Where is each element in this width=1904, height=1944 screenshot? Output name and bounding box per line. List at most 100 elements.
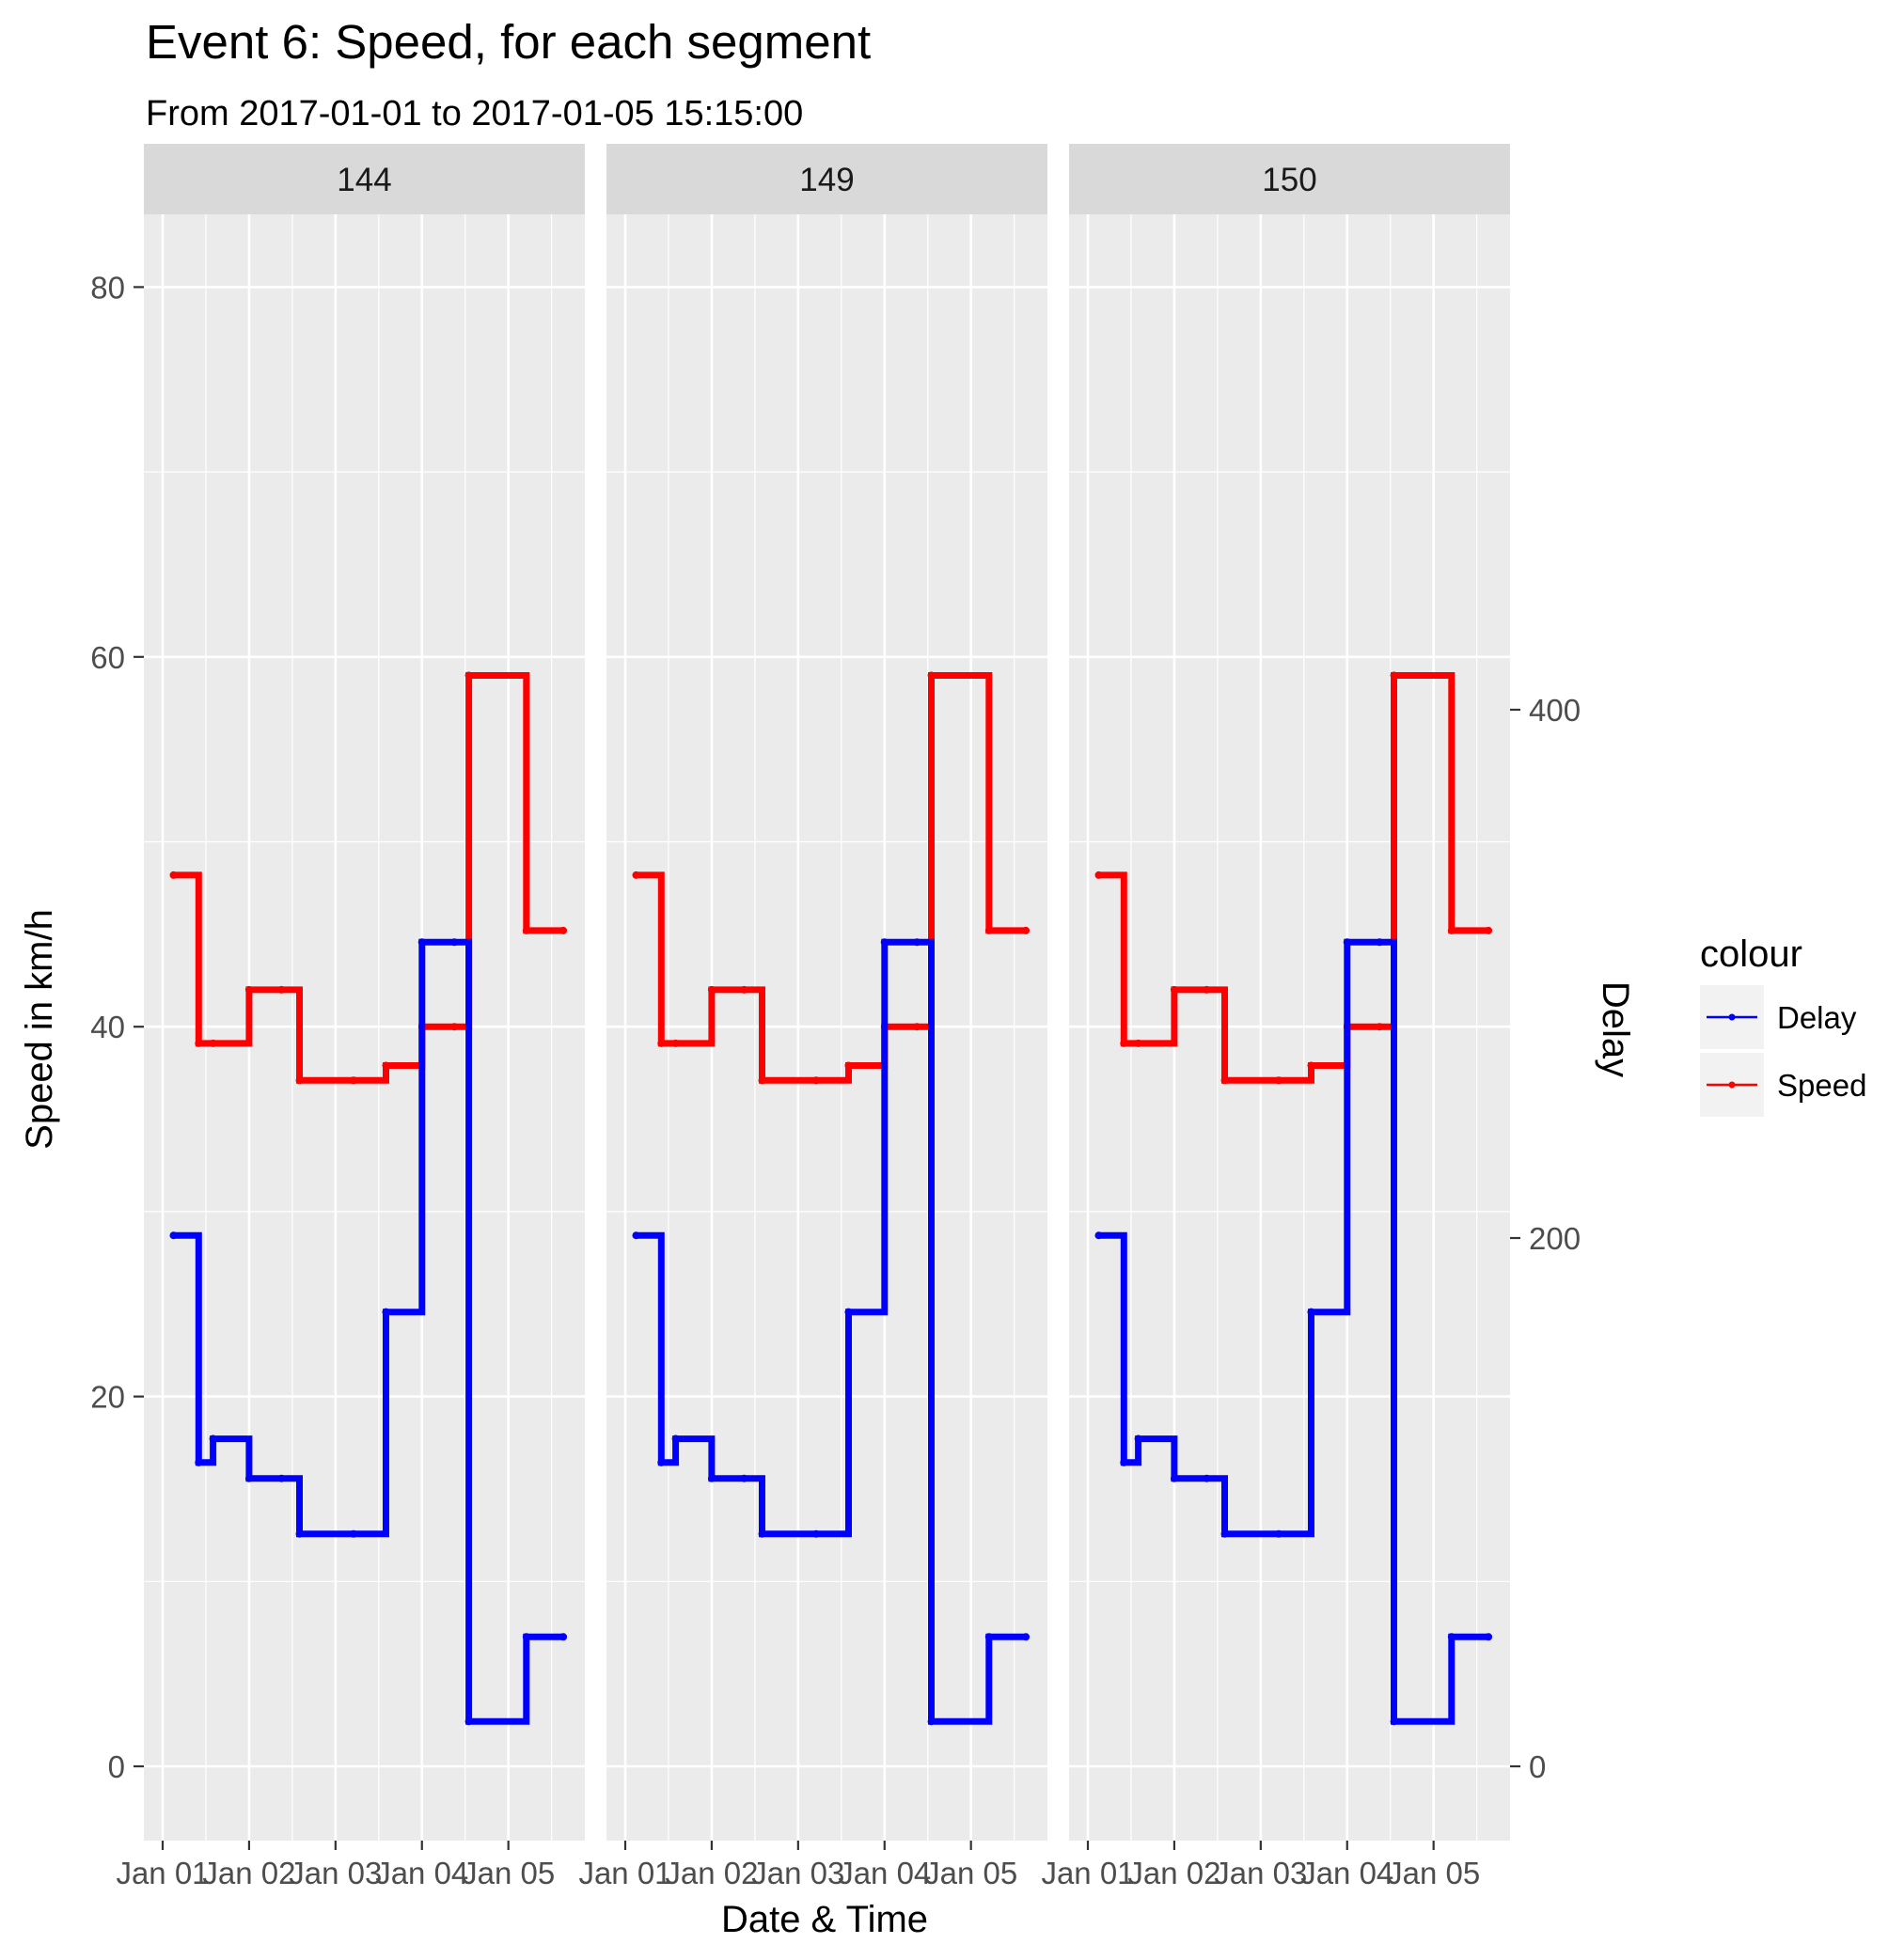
series-line-speed xyxy=(1098,672,1489,1084)
data-point-speed xyxy=(277,985,286,994)
legend-label: Delay xyxy=(1777,1000,1857,1035)
data-point-delay xyxy=(169,1231,178,1240)
x-tick-label: Jan 04 xyxy=(838,1856,931,1890)
data-point-speed xyxy=(244,985,253,994)
data-point-delay xyxy=(758,1529,766,1538)
data-point-speed xyxy=(1022,926,1031,934)
x-tick-label: Jan 03 xyxy=(1214,1856,1307,1890)
data-point-speed xyxy=(740,985,748,994)
data-point-speed xyxy=(844,1061,853,1070)
legend-key-point xyxy=(1728,1013,1736,1021)
x-tick-label: Jan 04 xyxy=(1300,1856,1393,1890)
data-point-speed xyxy=(1307,1061,1315,1070)
data-point-speed xyxy=(1203,985,1211,994)
data-point-delay xyxy=(707,1474,716,1482)
data-point-speed xyxy=(632,870,640,879)
y-axis-left: 0 20 40 60 80 xyxy=(90,270,144,1784)
facet-strip-label: 150 xyxy=(1262,162,1316,198)
x-tick-label: Jan 02 xyxy=(1127,1856,1220,1890)
legend-title: colour xyxy=(1700,933,1802,975)
x-tick-label: Jan 01 xyxy=(116,1856,209,1890)
facet-strip xyxy=(606,144,1047,214)
x-tick-label: Jan 02 xyxy=(202,1856,295,1890)
data-point-speed xyxy=(1220,1076,1229,1085)
data-point-delay xyxy=(1120,1458,1128,1466)
data-point-speed xyxy=(522,926,530,934)
y-tick-label: 20 xyxy=(90,1380,125,1415)
chart-subtitle: From 2017-01-01 to 2017-01-05 15:15:00 xyxy=(146,94,803,133)
data-point-delay xyxy=(1274,1529,1282,1538)
x-tick-label: Jan 01 xyxy=(1041,1856,1134,1890)
data-point-delay xyxy=(1022,1633,1031,1641)
y-tick-label: 40 xyxy=(90,1010,125,1044)
x-tick-label: Jan 01 xyxy=(578,1856,671,1890)
y-tick-label: 0 xyxy=(108,1749,125,1784)
data-point-speed xyxy=(758,1076,766,1085)
data-point-delay xyxy=(1343,938,1351,947)
chart-title: Event 6: Speed, for each segment xyxy=(146,15,871,69)
data-point-delay xyxy=(1307,1308,1315,1316)
y-tick-label: 80 xyxy=(90,270,125,305)
data-point-speed xyxy=(811,1076,820,1085)
data-point-speed xyxy=(671,1039,680,1047)
data-point-speed xyxy=(1390,671,1398,680)
data-point-delay xyxy=(1390,1717,1398,1726)
data-point-delay xyxy=(1170,1474,1178,1482)
data-point-delay xyxy=(464,1717,473,1726)
x-tick-label: Jan 03 xyxy=(289,1856,382,1890)
y2-axis-title: Delay xyxy=(1595,981,1636,1077)
facet-strip-label: 144 xyxy=(337,162,391,198)
data-point-speed xyxy=(913,1023,921,1031)
data-point-speed xyxy=(169,870,178,879)
data-point-speed xyxy=(1094,870,1103,879)
data-point-speed xyxy=(1120,1039,1128,1047)
facet-strip-label: 149 xyxy=(799,162,854,198)
data-point-delay xyxy=(984,1633,993,1641)
data-point-speed xyxy=(1170,985,1178,994)
data-point-delay xyxy=(1203,1474,1211,1482)
data-point-delay xyxy=(559,1633,568,1641)
y-axis-right: 0 200 400 xyxy=(1510,693,1581,1784)
data-point-delay xyxy=(209,1434,217,1443)
data-point-speed xyxy=(464,671,473,680)
legend-item-speed: Speed xyxy=(1700,1053,1866,1117)
data-point-delay xyxy=(1447,1633,1456,1641)
data-point-speed xyxy=(195,1039,203,1047)
legend: colour Delay Speed xyxy=(1700,933,1866,1117)
x-tick-label: Jan 05 xyxy=(462,1856,555,1890)
data-point-delay xyxy=(1485,1633,1493,1641)
data-point-speed xyxy=(559,926,568,934)
x-tick-label: Jan 05 xyxy=(924,1856,1017,1890)
data-point-delay xyxy=(277,1474,286,1482)
data-point-delay xyxy=(382,1308,390,1316)
data-point-speed xyxy=(295,1076,304,1085)
data-point-speed xyxy=(450,1023,459,1031)
data-point-delay xyxy=(522,1633,530,1641)
data-point-speed xyxy=(209,1039,217,1047)
data-point-speed xyxy=(927,671,936,680)
x-tick-label: Jan 04 xyxy=(375,1856,468,1890)
data-point-delay xyxy=(349,1529,357,1538)
data-point-speed xyxy=(349,1076,357,1085)
y2-tick-label: 0 xyxy=(1529,1749,1546,1784)
series-line-speed xyxy=(173,672,564,1084)
data-point-speed xyxy=(1447,926,1456,934)
data-point-speed xyxy=(1376,1023,1384,1031)
data-point-delay xyxy=(195,1458,203,1466)
legend-label: Speed xyxy=(1777,1068,1866,1103)
y-tick-label: 60 xyxy=(90,640,125,675)
data-point-delay xyxy=(1376,938,1384,947)
facet-strip xyxy=(1069,144,1510,214)
data-point-delay xyxy=(1094,1231,1103,1240)
data-point-delay xyxy=(450,938,459,947)
data-point-delay xyxy=(913,938,921,947)
y-axis-title: Speed in km/h xyxy=(19,909,60,1150)
x-axis-title: Date & Time xyxy=(721,1899,928,1940)
series-line-speed xyxy=(636,672,1027,1084)
data-point-delay xyxy=(811,1529,820,1538)
data-point-delay xyxy=(632,1231,640,1240)
